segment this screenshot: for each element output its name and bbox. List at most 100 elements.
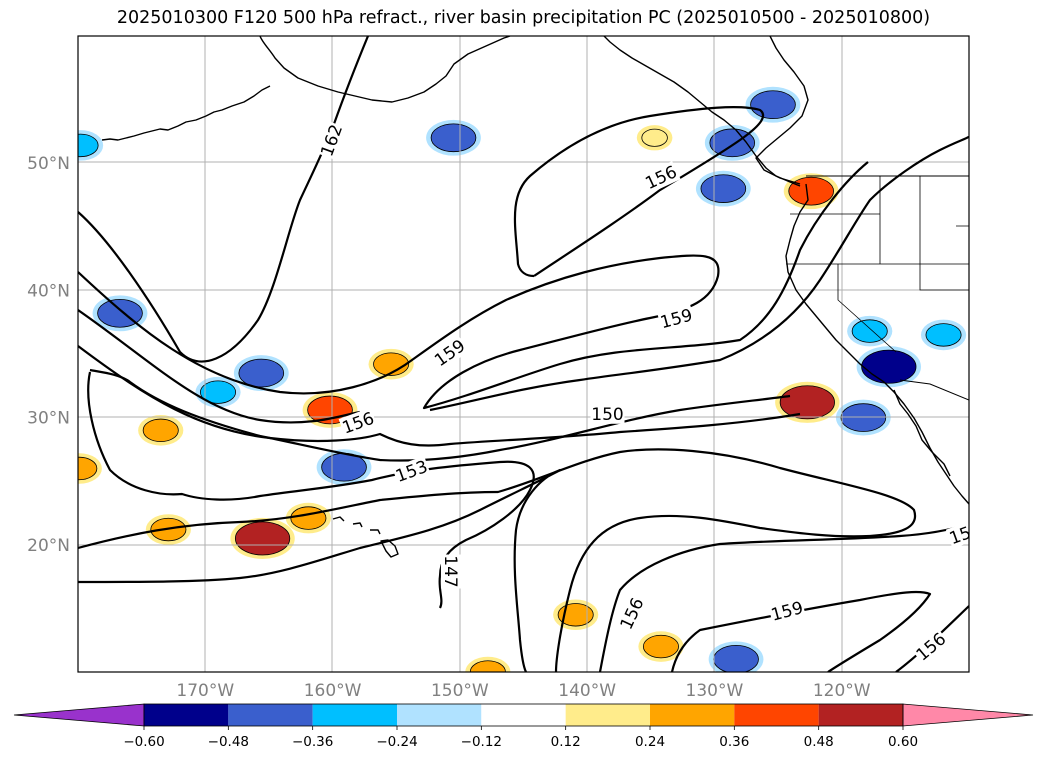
patch-tiny-blue-32n bbox=[195, 376, 241, 408]
patch-hawaii-north-22n bbox=[230, 517, 295, 559]
colorbar-extend-low bbox=[13, 703, 145, 727]
colorbar-tick-6: 0.24 bbox=[635, 734, 665, 750]
contour-156-east bbox=[429, 135, 969, 412]
patch-gulf-alaska-b bbox=[704, 124, 760, 161]
borders bbox=[786, 175, 969, 401]
lon-labels: 170°W 160°W 150°W 140°W 130°W 120°W bbox=[176, 681, 870, 701]
lat-label-20N: 20°N bbox=[27, 536, 70, 556]
patch-south-11n-core bbox=[713, 644, 759, 672]
patch-central-33n-core bbox=[238, 358, 285, 388]
patch-tiny-blue-35n-core bbox=[925, 323, 962, 347]
baja-peninsula bbox=[893, 389, 951, 477]
coastlines bbox=[101, 36, 969, 558]
alaska-panhandle-coast bbox=[603, 36, 801, 187]
patch-aleutian-south bbox=[426, 119, 481, 156]
patch-south-12n-core bbox=[642, 634, 679, 659]
patch-hawaii-west-29n bbox=[138, 415, 184, 446]
contour-150-south bbox=[78, 468, 562, 672]
contour-label-bg-7 bbox=[440, 554, 461, 589]
colorbar-segment-5 bbox=[565, 704, 650, 726]
colorbar-tick-7: 0.36 bbox=[719, 734, 749, 750]
contour-label-bg-10 bbox=[767, 596, 806, 626]
us-west-coast bbox=[785, 183, 969, 505]
patch-south-14n-core bbox=[557, 603, 594, 627]
patch-tiny-blue-32n-core bbox=[200, 380, 237, 404]
colorbar-extend-high bbox=[902, 703, 1034, 727]
colorbar-tick-4: −0.12 bbox=[461, 734, 502, 750]
patch-hawaii-22n-b-core bbox=[290, 506, 327, 530]
patch-california-small bbox=[847, 315, 893, 347]
lat-labels: 50°N 40°N 30°N 20°N bbox=[27, 154, 70, 556]
contour-label-bg-9 bbox=[615, 593, 648, 634]
contour-159-upper bbox=[78, 161, 869, 410]
patch-oregon-coast-core bbox=[788, 176, 834, 206]
patch-mid-34n-core bbox=[373, 352, 410, 376]
contour-label-bg-5 bbox=[590, 403, 625, 424]
colorbar-segment-2 bbox=[312, 704, 397, 726]
patch-hawaii-north-22n-core bbox=[234, 521, 291, 556]
colorbar-segment-1 bbox=[228, 704, 313, 726]
patch-eastern-31n bbox=[775, 381, 840, 423]
lat-label-30N: 30°N bbox=[27, 409, 70, 429]
lon-label-130W: 130°W bbox=[686, 681, 744, 701]
contour-label-bg-3 bbox=[657, 304, 696, 333]
patch-mid-34n bbox=[368, 348, 414, 380]
colorbar-segment-6 bbox=[650, 704, 735, 726]
colorbar-segment-8 bbox=[818, 704, 903, 726]
lon-label-170W: 170°W bbox=[176, 681, 234, 701]
contour-label-bg-2 bbox=[430, 334, 470, 371]
contour-159-south bbox=[670, 590, 932, 672]
contour-150 bbox=[89, 368, 791, 462]
patch-california-35n bbox=[856, 346, 922, 388]
colorbar: −0.60 −0.48 −0.36 −0.24 −0.12 0.12 0.24 0.36 0.4… bbox=[13, 703, 1034, 750]
patch-tiny-blue-26n bbox=[316, 449, 372, 486]
contour-label-147: 147 bbox=[440, 555, 460, 587]
lon-label-140W: 140°W bbox=[558, 681, 616, 701]
patch-south-12n bbox=[638, 631, 684, 662]
lon-label-160W: 160°W bbox=[304, 681, 362, 701]
hawaii-islands bbox=[332, 516, 399, 558]
map-frame bbox=[77, 35, 970, 673]
contour-label-bg-1 bbox=[641, 160, 681, 194]
patch-baja-30n-core bbox=[840, 403, 887, 432]
contour-label-bg-11 bbox=[911, 627, 951, 666]
patch-baja-30n bbox=[835, 399, 891, 436]
precip-patches bbox=[78, 86, 967, 672]
patch-aleutian-south-core bbox=[430, 123, 477, 153]
lon-label-150W: 150°W bbox=[431, 681, 489, 701]
colorbar-tick-5: 0.12 bbox=[551, 734, 581, 750]
state-borders bbox=[786, 176, 969, 353]
colorbar-tick-0: −0.60 bbox=[123, 734, 164, 750]
contour-153 bbox=[78, 345, 801, 447]
aleutian-island-chain bbox=[101, 85, 271, 141]
patch-small-yellow-north bbox=[636, 125, 673, 151]
patch-vancouver-island-core bbox=[700, 174, 747, 203]
colorbar-segment-0 bbox=[144, 704, 229, 726]
colorbar-frame bbox=[143, 703, 904, 727]
patch-gulf-alaska-a bbox=[745, 86, 801, 123]
patch-hawaii-west-29n-core bbox=[142, 418, 179, 443]
contour-label-bg-6 bbox=[392, 455, 431, 487]
colorbar-tick-8: 0.48 bbox=[804, 734, 834, 750]
contour-label-150: 150 bbox=[591, 405, 623, 425]
chart-title: 2025010300 F120 500 hPa refract., river … bbox=[116, 8, 931, 28]
patch-small-yellow-north-core bbox=[641, 128, 668, 147]
patch-gulf-alaska-a-core bbox=[750, 90, 796, 120]
contour-153-south bbox=[78, 448, 917, 672]
patch-west-edge-26n-core bbox=[78, 456, 98, 481]
contour-label-bg-0 bbox=[316, 120, 347, 160]
lat-label-50N: 50°N bbox=[27, 154, 70, 174]
colorbar-segment-3 bbox=[397, 704, 482, 726]
lon-label-120W: 120°W bbox=[813, 681, 871, 701]
patch-chukchi-west bbox=[78, 130, 104, 161]
lat-label-40N: 40°N bbox=[27, 281, 70, 301]
patch-oregon-coast bbox=[783, 173, 839, 210]
patch-gulf-alaska-b-core bbox=[709, 128, 756, 158]
patch-vancouver-island bbox=[695, 170, 751, 207]
patch-california-35n-core bbox=[861, 349, 917, 384]
colorbar-segment-4 bbox=[481, 704, 566, 726]
colorbar-tick-3: −0.24 bbox=[376, 734, 417, 750]
contour-156-north bbox=[513, 106, 765, 278]
patch-tiny-blue-35n bbox=[920, 319, 967, 351]
